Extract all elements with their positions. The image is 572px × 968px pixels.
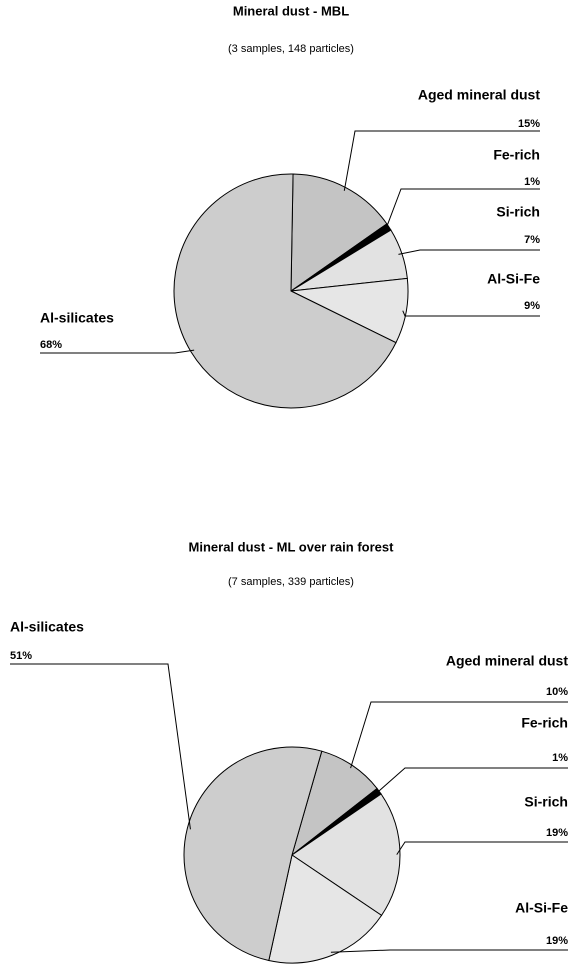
slice-label: Al-Si-Fe: [487, 271, 540, 287]
leader-line: [10, 663, 191, 830]
slice-label: Al-silicates: [40, 310, 114, 326]
value-label: 68%: [40, 339, 62, 351]
value-label: 7%: [524, 234, 540, 246]
leader-line: [385, 188, 540, 230]
chart-title: Mineral dust - MBL: [233, 3, 349, 18]
slice-label: Aged mineral dust: [418, 87, 540, 103]
slice-label: Aged mineral dust: [446, 653, 568, 669]
leader-line: [40, 349, 195, 354]
value-label: 19%: [546, 935, 568, 947]
leader-line: [398, 249, 540, 255]
slice-label: Si-rich: [524, 794, 568, 810]
pie-slice: [268, 854, 383, 964]
pie-slice: [183, 746, 323, 962]
leader-line: [350, 701, 568, 769]
value-label: 10%: [546, 686, 568, 698]
leader-line: [343, 130, 540, 191]
leader-line: [396, 841, 568, 855]
slice-label: Si-rich: [496, 204, 540, 220]
slice-label: Al-Si-Fe: [515, 900, 568, 916]
pie-slice: [290, 173, 388, 292]
value-label: 19%: [546, 827, 568, 839]
chart-subtitle: (3 samples, 148 particles): [228, 43, 354, 55]
leader-line: [376, 767, 568, 794]
slice-label: Fe-rich: [493, 147, 540, 163]
value-label: 9%: [524, 300, 540, 312]
chart-title: Mineral dust - ML over rain forest: [189, 539, 395, 554]
chart-subtitle: (7 samples, 339 particles): [228, 576, 354, 588]
pie-slice: [291, 793, 401, 917]
slice-label: Fe-rich: [521, 715, 568, 731]
slice-label: Al-silicates: [10, 619, 84, 635]
value-label: 1%: [552, 752, 568, 764]
value-label: 51%: [10, 650, 32, 662]
value-label: 15%: [518, 118, 540, 130]
leader-line: [402, 310, 540, 317]
pie-slice: [173, 173, 397, 409]
leader-line: [330, 949, 568, 953]
value-label: 1%: [524, 176, 540, 188]
